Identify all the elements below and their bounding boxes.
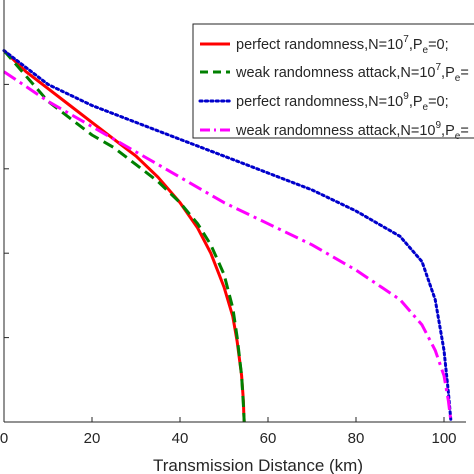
x-tick-label-60: 60 xyxy=(260,430,277,447)
legend: perfect randomness,N=107,Pe=0; weak rando… xyxy=(192,23,474,142)
axes xyxy=(3,0,466,423)
x-tick-label-100: 100 xyxy=(431,430,456,447)
x-tick-label-0: 0 xyxy=(0,430,8,447)
series-line-2 xyxy=(2,49,246,423)
series-line-3 xyxy=(2,49,453,424)
x-tick-label-80: 80 xyxy=(348,430,365,447)
legend-label-4: weak randomness attack,N=109,Pe= xyxy=(235,120,469,142)
x-tick-label-20: 20 xyxy=(84,430,101,447)
legend-box xyxy=(192,23,474,139)
legend-label-3: perfect randomness,N=109,Pe=0; xyxy=(236,91,449,113)
legend-label-1: perfect randomness,N=107,Pe=0; xyxy=(236,34,449,56)
plot-area xyxy=(2,49,453,424)
x-tick-label-40: 40 xyxy=(172,430,189,447)
legend-label-2: weak randomness attack,N=107,Pe= xyxy=(235,62,469,84)
series-line-4 xyxy=(3,70,453,423)
x-axis-ticks: 0 20 40 60 80 100 xyxy=(0,417,457,447)
x-axis-title: Transmission Distance (km) xyxy=(153,456,363,474)
